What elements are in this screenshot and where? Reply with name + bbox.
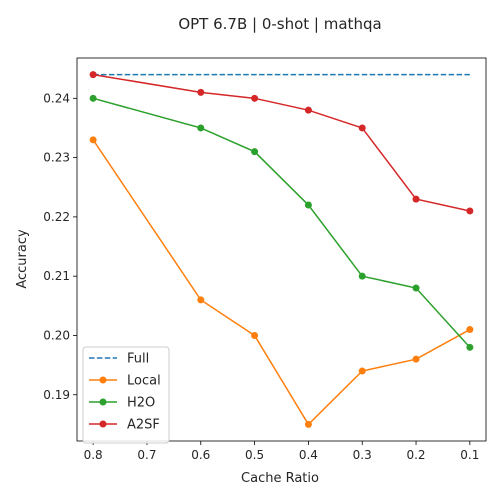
data-point-local [304,420,312,428]
y-tick-label: 0.21 [43,269,70,283]
legend-item-local: Local [89,374,161,389]
data-point-a2sf [412,195,420,203]
legend-item-h2o: H2O [89,396,155,411]
data-point-local [89,136,97,144]
legend-box [82,346,170,444]
y-tick-label: 0.23 [43,151,70,165]
data-point-h2o [412,284,420,292]
x-tick-label: 0.8 [84,448,103,462]
x-tick-label: 0.5 [245,448,264,462]
data-point-local [197,296,205,304]
data-point-a2sf [197,88,205,96]
series-a2sf [89,71,474,215]
legend-label: A2SF [127,418,160,433]
legend-item-full: Full [89,352,149,367]
data-point-h2o [89,94,97,102]
plot-frame [76,57,487,442]
y-tick-label: 0.20 [43,328,70,342]
x-tick-label: 0.1 [460,448,479,462]
data-point-local [412,355,420,363]
x-tick-label: 0.7 [137,448,156,462]
data-point-h2o [251,148,259,156]
x-tick-label: 0.2 [406,448,425,462]
y-tick-label: 0.24 [43,91,70,105]
data-point-local [251,331,259,339]
legend: Full Local H2O A2SF [82,346,170,444]
y-tick-label: 0.19 [43,388,70,402]
data-point-h2o [304,201,312,209]
data-point-a2sf [251,94,259,102]
data-point-a2sf [466,207,474,215]
data-point-a2sf [358,124,366,132]
data-point-h2o [358,272,366,280]
data-point-a2sf [304,106,312,114]
legend-label: Full [127,352,149,367]
legend-label: Local [127,374,161,389]
y-tick-label: 0.22 [43,210,70,224]
legend-marker [99,398,107,406]
legend-marker [99,420,107,428]
legend-item-a2sf: A2SF [89,418,160,433]
series-local [89,136,474,428]
axes-layer: 0.8 0.7 0.6 0.5 0.4 0.3 0.2 0.1 0.19 0.20 0.21 0.22… [43,57,487,462]
series-h2o [89,94,474,351]
x-tick-label: 0.6 [191,448,210,462]
data-point-local [466,326,474,334]
data-point-local [358,367,366,375]
data-point-a2sf [89,71,97,79]
x-tick-label: 0.3 [353,448,372,462]
data-point-h2o [197,124,205,132]
data-point-h2o [466,343,474,351]
legend-marker [99,376,107,384]
x-axis-title: Cache Ratio [241,471,319,486]
series-layer [89,71,474,428]
chart-title: OPT 6.7B | 0-shot | mathqa [178,15,381,33]
y-axis-title: Accuracy [15,229,30,289]
x-tick-label: 0.4 [299,448,318,462]
legend-label: H2O [127,396,155,411]
